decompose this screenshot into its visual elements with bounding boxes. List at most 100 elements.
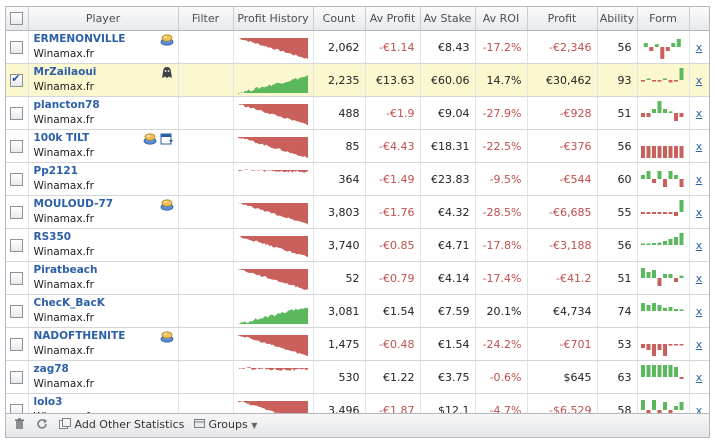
table-row[interactable]: zag78 Winamax.fr 530 €1.22 €3.75 -0.6% $645 63 x bbox=[6, 360, 709, 394]
table-row[interactable]: plancton78 Winamax.fr 488 -€1.9 €9.04 -27.9% -… bbox=[6, 96, 709, 130]
remove-cell[interactable]: x bbox=[689, 30, 709, 64]
player-name-link[interactable]: Pp2121 bbox=[33, 165, 78, 177]
filter-cell[interactable] bbox=[178, 96, 234, 130]
column-header-av-profit[interactable]: Av Profit bbox=[365, 7, 421, 31]
row-select-cell[interactable] bbox=[6, 195, 29, 229]
player-name-link[interactable]: ERMENONVILLE bbox=[33, 33, 126, 45]
column-header-av-stake[interactable]: Av Stake bbox=[420, 7, 476, 31]
row-checkbox[interactable] bbox=[10, 238, 24, 252]
table-row[interactable]: MOULOUD-77 Winamax.fr 3,803 -€1.76 €4.32 -28.… bbox=[6, 195, 709, 229]
player-name-link[interactable]: plancton78 bbox=[33, 99, 100, 111]
column-header-count[interactable]: Count bbox=[313, 7, 366, 31]
remove-row-link[interactable]: x bbox=[695, 40, 703, 54]
row-checkbox[interactable] bbox=[10, 40, 24, 54]
form-bar bbox=[665, 47, 670, 51]
row-checkbox[interactable] bbox=[10, 139, 24, 153]
filter-cell[interactable] bbox=[178, 30, 234, 64]
remove-row-link[interactable]: x bbox=[695, 337, 703, 351]
filter-cell[interactable] bbox=[178, 162, 234, 196]
filter-cell[interactable] bbox=[178, 327, 234, 361]
table-row[interactable]: 100k TILT Winamax.fr 85 -€4.43 €18.31 -22.5% -… bbox=[6, 129, 709, 163]
player-name-link[interactable]: zag78 bbox=[33, 363, 69, 375]
filter-cell[interactable] bbox=[178, 63, 234, 97]
refresh-icon[interactable] bbox=[36, 418, 48, 433]
column-header-av-roi[interactable]: Av ROI bbox=[475, 7, 528, 31]
remove-row-link[interactable]: x bbox=[695, 172, 703, 186]
row-select-cell[interactable] bbox=[6, 96, 29, 130]
column-header-profit[interactable]: Profit bbox=[527, 7, 598, 31]
add-other-statistics-button[interactable]: Add Other Statistics bbox=[59, 418, 184, 432]
remove-cell[interactable]: x bbox=[689, 162, 709, 196]
row-checkbox[interactable] bbox=[10, 72, 24, 87]
row-checkbox[interactable] bbox=[10, 271, 24, 285]
remove-row-link[interactable]: x bbox=[695, 106, 703, 120]
player-name-link[interactable]: RS350 bbox=[33, 231, 72, 243]
remove-cell[interactable]: x bbox=[689, 195, 709, 229]
row-select-cell[interactable] bbox=[6, 261, 29, 295]
row-checkbox[interactable] bbox=[10, 172, 24, 186]
player-name-link[interactable]: 100k TILT bbox=[33, 132, 90, 144]
filter-cell[interactable] bbox=[178, 360, 234, 394]
table-row[interactable]: Pp2121 Winamax.fr 364 -€1.49 €23.83 -9.5% -€54… bbox=[6, 162, 709, 196]
remove-cell[interactable]: x bbox=[689, 327, 709, 361]
row-checkbox[interactable] bbox=[10, 337, 24, 351]
column-header-profit-history[interactable]: Profit History bbox=[233, 7, 314, 31]
remove-cell[interactable]: x bbox=[689, 228, 709, 262]
column-header-player[interactable]: Player bbox=[28, 7, 179, 31]
row-select-cell[interactable] bbox=[6, 129, 29, 163]
form-bar bbox=[660, 47, 665, 59]
table-row[interactable]: Piratbeach Winamax.fr 52 -€0.79 €4.14 -17.4% -… bbox=[6, 261, 709, 295]
groups-menu-button[interactable]: Groups ▼ bbox=[194, 418, 257, 432]
player-name-link[interactable]: NADOFTHENITE bbox=[33, 330, 126, 342]
trash-icon[interactable] bbox=[14, 418, 25, 433]
row-checkbox[interactable] bbox=[10, 304, 24, 318]
column-header-filter[interactable]: Filter bbox=[178, 7, 234, 31]
filter-cell[interactable] bbox=[178, 228, 234, 262]
filter-cell[interactable] bbox=[178, 294, 234, 328]
row-select-cell[interactable] bbox=[6, 327, 29, 361]
remove-row-link[interactable]: x bbox=[695, 304, 703, 318]
remove-row-link[interactable]: x bbox=[695, 271, 703, 285]
row-select-cell[interactable] bbox=[6, 360, 29, 394]
filter-cell[interactable] bbox=[178, 195, 234, 229]
row-checkbox[interactable] bbox=[10, 370, 24, 384]
filter-cell[interactable] bbox=[178, 261, 234, 295]
remove-row-link[interactable]: x bbox=[695, 73, 703, 87]
select-all-checkbox[interactable] bbox=[10, 12, 24, 25]
remove-row-link[interactable]: x bbox=[695, 370, 703, 384]
row-select-cell[interactable] bbox=[6, 30, 29, 64]
row-select-cell[interactable] bbox=[6, 294, 29, 328]
player-name-link[interactable]: MrZailaoui bbox=[33, 66, 97, 78]
row-checkbox[interactable] bbox=[10, 205, 24, 219]
remove-cell[interactable]: x bbox=[689, 63, 709, 97]
form-bar bbox=[641, 365, 645, 377]
remove-cell[interactable]: x bbox=[689, 129, 709, 163]
table-row[interactable]: ERMENONVILLE Winamax.fr 2,062 -€1.14 €8.43 -1… bbox=[6, 30, 709, 64]
filter-cell[interactable] bbox=[178, 129, 234, 163]
column-header-form[interactable]: Form bbox=[637, 7, 690, 31]
remove-cell[interactable]: x bbox=[689, 96, 709, 130]
remove-row-link[interactable]: x bbox=[695, 205, 703, 219]
row-checkbox[interactable] bbox=[10, 106, 24, 120]
player-name-link[interactable]: lolo3 bbox=[33, 396, 63, 408]
column-header-ability[interactable]: Ability bbox=[597, 7, 638, 31]
remove-row-link[interactable]: x bbox=[695, 238, 703, 252]
row-select-cell[interactable] bbox=[6, 63, 29, 97]
remove-row-link[interactable]: x bbox=[695, 139, 703, 153]
remove-cell[interactable]: x bbox=[689, 360, 709, 394]
select-all-header[interactable] bbox=[6, 7, 29, 31]
row-select-cell[interactable] bbox=[6, 162, 29, 196]
table-row[interactable]: RS350 Winamax.fr 3,740 -€0.85 €4.71 -17.8% -€3… bbox=[6, 228, 709, 262]
table-row[interactable]: NADOFTHENITE Winamax.fr 1,475 -€0.48 €1.54 -2… bbox=[6, 327, 709, 361]
player-name-link[interactable]: MOULOUD-77 bbox=[33, 198, 114, 210]
row-select-cell[interactable] bbox=[6, 228, 29, 262]
remove-row-link[interactable]: x bbox=[695, 403, 703, 417]
remove-cell[interactable]: x bbox=[689, 261, 709, 295]
player-name-link[interactable]: Piratbeach bbox=[33, 264, 98, 276]
profit-history-chart bbox=[238, 38, 308, 60]
table-row[interactable]: MrZailaoui Winamax.fr 2,235€13.63€60.0614.… bbox=[6, 63, 709, 97]
form-bar bbox=[676, 39, 681, 47]
table-row[interactable]: ChecK_BacK Winamax.fr 3,081 €1.54 €7.59 20.1%… bbox=[6, 294, 709, 328]
player-name-link[interactable]: ChecK_BacK bbox=[33, 297, 105, 309]
remove-cell[interactable]: x bbox=[689, 294, 709, 328]
